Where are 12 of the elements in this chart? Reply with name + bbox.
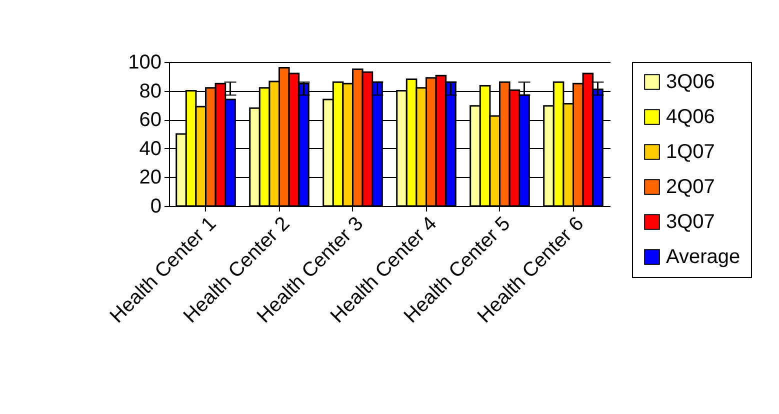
y-tick-label: 60 [139,109,162,132]
legend-label: 4Q06 [666,106,715,128]
legend-label: 3Q07 [666,211,715,233]
y-tick-label: 40 [139,138,162,160]
y-tick-label: 0 [150,196,162,218]
y-tick-label: 100 [128,52,162,74]
y-tick-label: 20 [139,166,162,189]
y-tick-label: 80 [139,80,162,102]
legend-label: Average [666,246,740,268]
legend-label: 1Q07 [666,141,715,163]
legend-label: 3Q06 [666,71,715,93]
legend-label: 2Q07 [666,176,715,198]
